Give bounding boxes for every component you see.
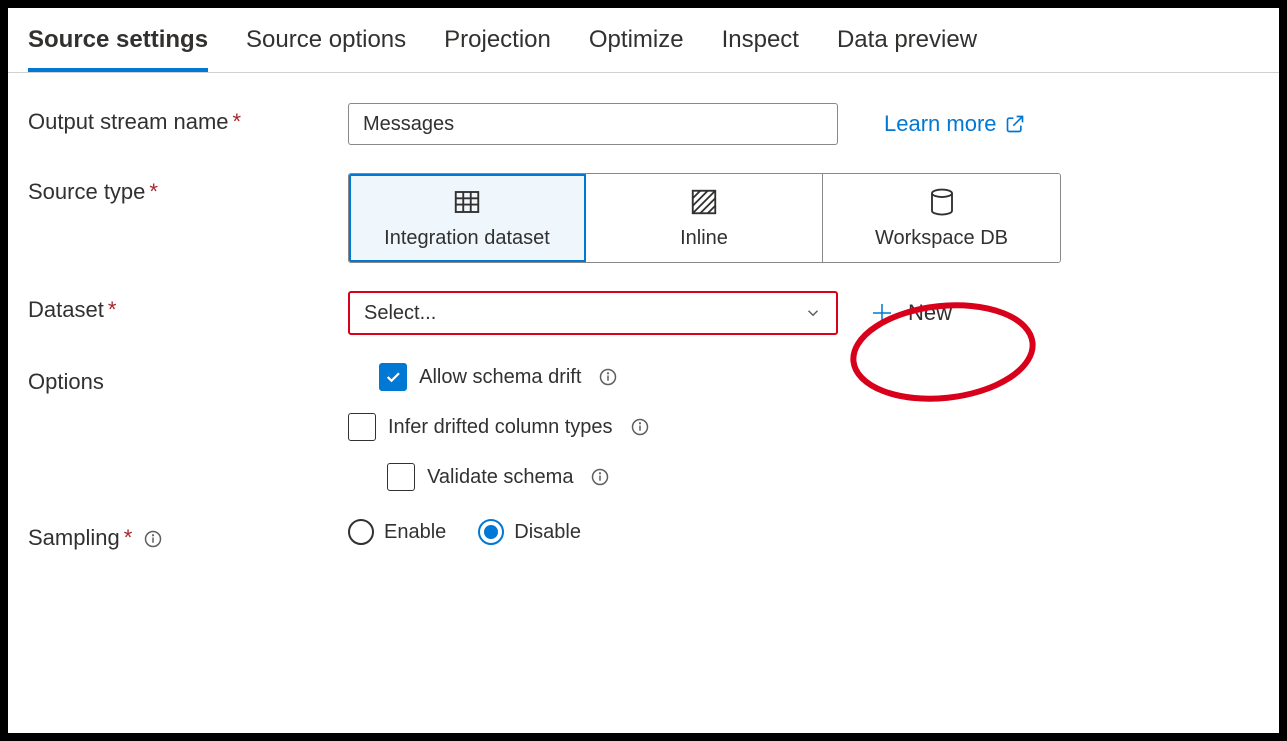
label-text: Output stream name <box>28 109 229 134</box>
new-dataset-button[interactable]: New <box>860 296 962 330</box>
row-source-type: Source type* Integration dataset <box>28 173 1259 263</box>
info-icon[interactable] <box>631 418 649 436</box>
field-dataset: Select... New <box>348 291 962 335</box>
radio-icon <box>348 519 374 545</box>
checkbox-allow-schema-drift[interactable] <box>379 363 407 391</box>
checkbox-label: Allow schema drift <box>419 366 581 389</box>
info-icon[interactable] <box>599 368 617 386</box>
label-text: Options <box>28 369 104 394</box>
info-icon[interactable] <box>591 468 609 486</box>
row-sampling: Sampling* Enable Disable <box>28 519 1259 551</box>
label-options: Options <box>28 363 348 395</box>
option-allow-schema-drift: Allow schema drift <box>379 363 617 391</box>
required-asterisk: * <box>124 525 133 550</box>
tab-source-settings[interactable]: Source settings <box>28 26 208 72</box>
tab-bar: Source settings Source options Projectio… <box>8 8 1279 73</box>
tab-data-preview[interactable]: Data preview <box>837 26 977 72</box>
checkbox-label: Infer drifted column types <box>388 416 613 439</box>
app-frame: Source settings Source options Projectio… <box>0 0 1287 741</box>
tab-inspect[interactable]: Inspect <box>722 26 799 72</box>
source-type-integration-dataset[interactable]: Integration dataset <box>349 174 586 262</box>
row-options: Options Allow schema drift Infer drifted… <box>28 363 1259 491</box>
card-label: Integration dataset <box>384 227 550 250</box>
external-link-icon <box>1005 114 1025 134</box>
required-asterisk: * <box>149 179 158 204</box>
learn-more-link[interactable]: Learn more <box>884 111 1025 137</box>
label-dataset: Dataset* <box>28 291 348 323</box>
field-sampling: Enable Disable <box>348 519 581 545</box>
field-options: Allow schema drift Infer drifted column … <box>348 363 649 491</box>
source-type-inline[interactable]: Inline <box>586 174 823 262</box>
plus-icon <box>870 301 894 325</box>
card-label: Workspace DB <box>875 227 1008 250</box>
radio-icon <box>478 519 504 545</box>
option-infer-drifted: Infer drifted column types <box>348 413 649 441</box>
dataset-select-placeholder: Select... <box>364 302 436 325</box>
field-output-stream-name: Learn more <box>348 103 1025 145</box>
check-icon <box>384 368 402 386</box>
tab-optimize[interactable]: Optimize <box>589 26 684 72</box>
info-icon[interactable] <box>144 530 162 548</box>
dataset-select[interactable]: Select... <box>348 291 838 335</box>
row-dataset: Dataset* Select... New <box>28 291 1259 335</box>
content-area: Output stream name* Learn more Source ty… <box>8 73 1279 599</box>
new-button-label: New <box>908 300 952 326</box>
checkbox-validate-schema[interactable] <box>387 463 415 491</box>
row-output-stream-name: Output stream name* Learn more <box>28 103 1259 145</box>
required-asterisk: * <box>108 297 117 322</box>
label-text: Sampling <box>28 525 120 550</box>
label-text: Dataset <box>28 297 104 322</box>
checkbox-infer-drifted[interactable] <box>348 413 376 441</box>
database-icon <box>927 187 957 217</box>
tab-projection[interactable]: Projection <box>444 26 551 72</box>
label-output-stream-name: Output stream name* <box>28 103 348 135</box>
field-source-type: Integration dataset Inline Workspac <box>348 173 1061 263</box>
label-source-type: Source type* <box>28 173 348 205</box>
required-asterisk: * <box>233 109 242 134</box>
option-validate-schema: Validate schema <box>387 463 609 491</box>
tab-source-options[interactable]: Source options <box>246 26 406 72</box>
hatch-icon <box>689 187 719 217</box>
radio-label: Enable <box>384 521 446 544</box>
table-icon <box>452 187 482 217</box>
checkbox-label: Validate schema <box>427 466 573 489</box>
chevron-down-icon <box>804 304 822 322</box>
output-stream-name-input[interactable] <box>348 103 838 145</box>
label-sampling: Sampling* <box>28 519 348 551</box>
source-type-cards: Integration dataset Inline Workspac <box>348 173 1061 263</box>
sampling-disable[interactable]: Disable <box>478 519 581 545</box>
radio-label: Disable <box>514 521 581 544</box>
source-type-workspace-db[interactable]: Workspace DB <box>823 174 1060 262</box>
label-text: Source type <box>28 179 145 204</box>
sampling-enable[interactable]: Enable <box>348 519 446 545</box>
learn-more-text: Learn more <box>884 111 997 137</box>
card-label: Inline <box>680 227 728 250</box>
